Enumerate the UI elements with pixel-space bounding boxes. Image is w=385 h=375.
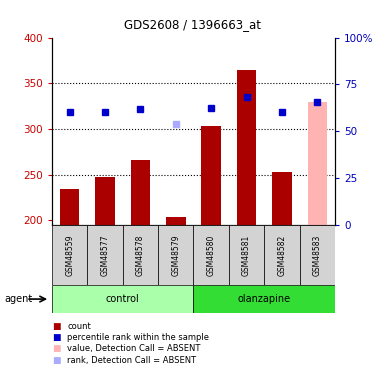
Text: GSM48581: GSM48581 [242, 234, 251, 276]
Bar [201, 126, 221, 225]
Text: GSM48580: GSM48580 [207, 234, 216, 276]
Bar [52, 285, 193, 313]
Bar [229, 225, 264, 285]
Text: count: count [67, 322, 91, 331]
Bar [131, 160, 150, 225]
Text: ■: ■ [52, 356, 60, 364]
Text: GSM48583: GSM48583 [313, 234, 322, 276]
Bar [272, 172, 291, 225]
Text: rank, Detection Call = ABSENT: rank, Detection Call = ABSENT [67, 356, 196, 364]
Bar [95, 177, 115, 225]
Text: GSM48579: GSM48579 [171, 234, 180, 276]
Text: percentile rank within the sample: percentile rank within the sample [67, 333, 209, 342]
Text: ■: ■ [52, 333, 60, 342]
Text: control: control [106, 294, 140, 304]
Text: GSM48577: GSM48577 [100, 234, 110, 276]
Text: GDS2608 / 1396663_at: GDS2608 / 1396663_at [124, 18, 261, 31]
Text: value, Detection Call = ABSENT: value, Detection Call = ABSENT [67, 344, 201, 353]
Bar [193, 285, 335, 313]
Bar [166, 217, 186, 225]
Text: ■: ■ [52, 322, 60, 331]
Bar [52, 225, 87, 285]
Bar [264, 225, 300, 285]
Text: GSM48582: GSM48582 [277, 234, 286, 276]
Bar [158, 225, 193, 285]
Bar [193, 225, 229, 285]
Text: GSM48578: GSM48578 [136, 234, 145, 276]
Text: olanzapine: olanzapine [238, 294, 291, 304]
Text: GSM48559: GSM48559 [65, 234, 74, 276]
Bar [308, 102, 327, 225]
Text: agent: agent [5, 294, 33, 304]
Text: ■: ■ [52, 344, 60, 353]
Bar [300, 225, 335, 285]
Bar [123, 225, 158, 285]
Bar [237, 69, 256, 225]
Bar [60, 189, 79, 225]
Bar [87, 225, 123, 285]
